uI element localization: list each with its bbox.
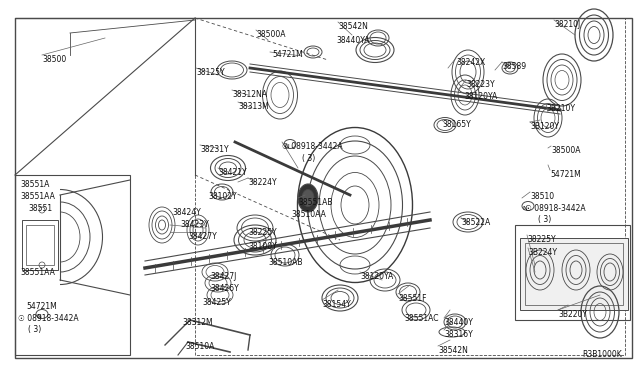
Text: 38510AB: 38510AB — [268, 258, 303, 267]
Text: 38551A: 38551A — [20, 180, 49, 189]
Text: 54721M: 54721M — [550, 170, 580, 179]
Text: 38510AA: 38510AA — [291, 210, 326, 219]
Ellipse shape — [302, 189, 314, 206]
Text: 38500A: 38500A — [551, 146, 580, 155]
Text: N: N — [523, 206, 527, 212]
Text: N: N — [36, 314, 42, 320]
Bar — [525, 243, 623, 305]
Text: 38210J: 38210J — [554, 20, 580, 29]
Text: 38427Y: 38427Y — [188, 232, 217, 241]
Text: 38551AC: 38551AC — [404, 314, 438, 323]
Text: 38316Y: 38316Y — [444, 330, 473, 339]
Text: ( 3): ( 3) — [538, 215, 551, 224]
Text: 38551AA: 38551AA — [20, 192, 55, 201]
Text: 38312M: 38312M — [182, 318, 212, 327]
Text: 38125Y: 38125Y — [196, 68, 225, 77]
Text: ( 3): ( 3) — [28, 325, 41, 334]
Text: 38154Y: 38154Y — [322, 300, 351, 309]
Bar — [195, 18, 625, 355]
Text: 54721M: 54721M — [26, 302, 57, 311]
Text: 38589: 38589 — [502, 62, 526, 71]
Text: 3B224Y: 3B224Y — [528, 248, 557, 257]
Text: 38551: 38551 — [28, 204, 52, 213]
Text: 38165Y: 38165Y — [442, 120, 471, 129]
Text: 38312NA: 38312NA — [232, 90, 267, 99]
Text: 38423Y: 38423Y — [180, 220, 209, 229]
Text: 38542N: 38542N — [338, 22, 368, 31]
Text: 38551AB: 38551AB — [298, 198, 333, 207]
Bar — [26, 225, 54, 265]
Text: 38522A: 38522A — [461, 218, 490, 227]
Text: 38224Y: 38224Y — [248, 178, 276, 187]
Text: 38225Y: 38225Y — [527, 235, 556, 244]
Text: 54721M: 54721M — [272, 50, 303, 59]
Bar — [15, 175, 130, 355]
Text: 38500A: 38500A — [256, 30, 285, 39]
Text: 38102Y: 38102Y — [208, 192, 237, 201]
Text: N: N — [285, 144, 289, 150]
Bar — [515, 225, 630, 320]
Text: 38100Y: 38100Y — [248, 242, 276, 251]
Text: R3B1000K: R3B1000K — [582, 350, 621, 359]
Text: 3B220Y: 3B220Y — [558, 310, 587, 319]
Text: 38421Y: 38421Y — [218, 168, 246, 177]
Bar — [22, 220, 58, 270]
Text: 38242X: 38242X — [456, 58, 485, 67]
Text: 38440YA: 38440YA — [336, 36, 369, 45]
Text: 38427J: 38427J — [210, 272, 236, 281]
Text: 38223Y: 38223Y — [466, 80, 495, 89]
Text: 3B120Y: 3B120Y — [530, 122, 559, 131]
Text: ☉ 08918-3442A: ☉ 08918-3442A — [282, 142, 342, 151]
Text: 38231Y: 38231Y — [200, 145, 228, 154]
Text: 38120YA: 38120YA — [360, 272, 393, 281]
Bar — [520, 238, 628, 310]
Text: ☉ 08918-3442A: ☉ 08918-3442A — [18, 314, 79, 323]
Text: 38551AA: 38551AA — [20, 268, 55, 277]
Text: 38542N: 38542N — [438, 346, 468, 355]
Text: 38510: 38510 — [530, 192, 554, 201]
Text: 38500: 38500 — [42, 55, 67, 64]
Text: ( 3): ( 3) — [302, 154, 316, 163]
Text: 38225Y: 38225Y — [248, 228, 276, 237]
Text: 38425Y: 38425Y — [202, 298, 231, 307]
Text: 38120YA: 38120YA — [464, 92, 497, 101]
Text: 38424Y: 38424Y — [172, 208, 201, 217]
Ellipse shape — [298, 184, 318, 212]
Text: 38440Y: 38440Y — [444, 318, 473, 327]
Text: 38510A: 38510A — [185, 342, 214, 351]
Text: 3B210Y: 3B210Y — [546, 104, 575, 113]
Text: ☉ 08918-3442A: ☉ 08918-3442A — [525, 204, 586, 213]
Text: 38551F: 38551F — [398, 294, 426, 303]
Text: 38426Y: 38426Y — [210, 284, 239, 293]
Text: 38313M: 38313M — [238, 102, 269, 111]
